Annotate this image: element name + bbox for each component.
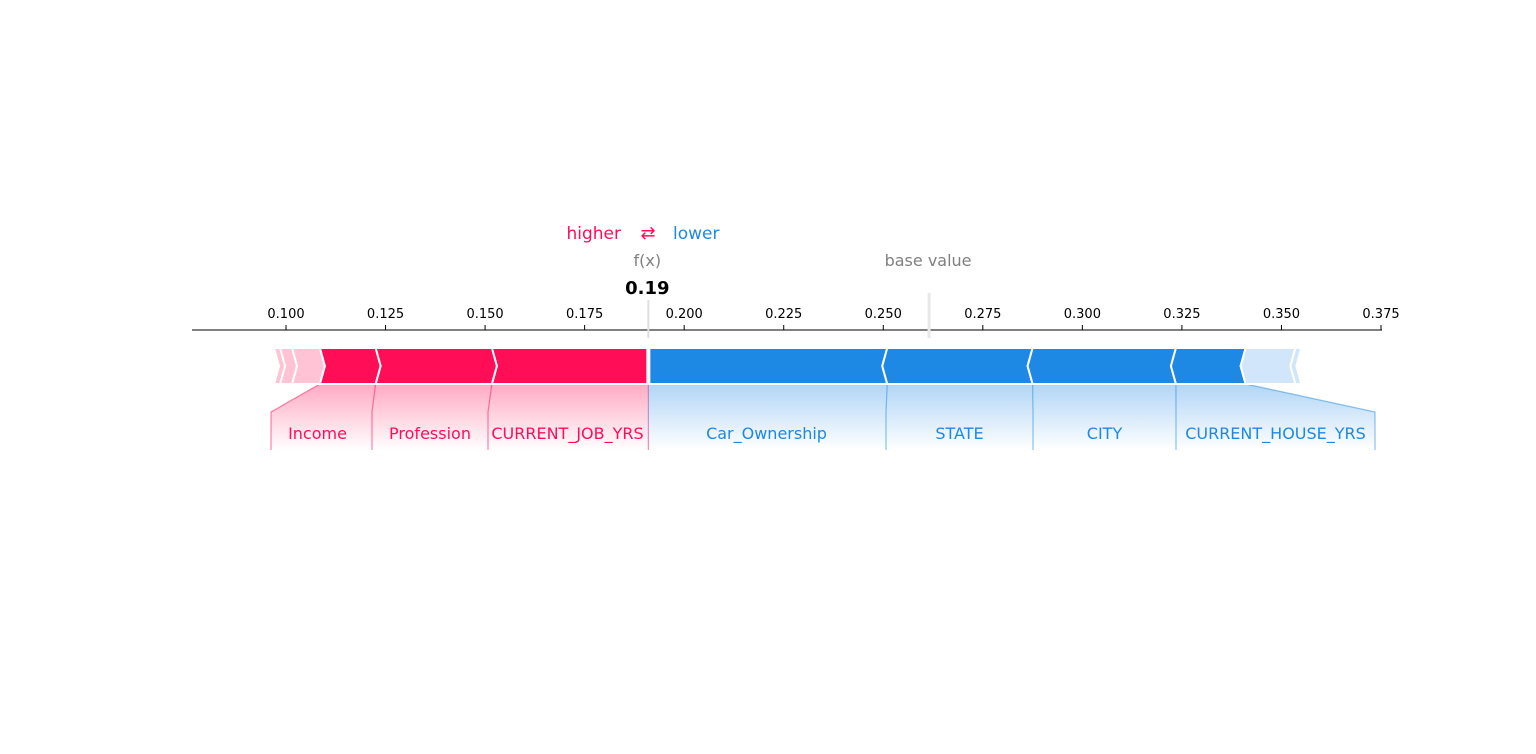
negative-bar-segment: [648, 347, 889, 385]
x-tick-label: 0.125: [367, 307, 404, 322]
negative-feature-label: CURRENT_HOUSE_YRS: [1185, 424, 1366, 444]
output-label: f(x): [634, 251, 662, 270]
negative-bar-segment: [1239, 347, 1297, 385]
negative-bar-segment: [1169, 347, 1247, 385]
negative-label-fill: [1175, 384, 1375, 450]
x-tick-label: 0.175: [566, 307, 603, 322]
x-axis-ticks: 0.100 0.125 0.150 0.175 0.200 0.225 0.250 0.275…: [267, 307, 1400, 330]
x-tick-label: 0.275: [964, 307, 1001, 322]
legend-higher: higher: [566, 224, 621, 244]
negative-label-connector: [1245, 383, 1376, 450]
positive-feature-label: Profession: [389, 424, 471, 443]
positive-feature-label: Income: [288, 424, 347, 443]
x-tick-label: 0.200: [666, 307, 703, 322]
legend-arrow-icon: ⇄: [640, 223, 655, 244]
x-tick-label: 0.250: [865, 307, 902, 322]
x-tick-label: 0.375: [1362, 307, 1399, 322]
positive-label-fill: [488, 384, 649, 450]
positive-bar-segment: [374, 347, 498, 385]
negative-label-fill: [1032, 384, 1176, 450]
positive-label-fill: [372, 384, 492, 450]
positive-label-connector: [270, 383, 321, 450]
negative-bar-segment: [1026, 347, 1178, 385]
x-tick-label: 0.150: [466, 307, 503, 322]
positive-label-fill: [271, 384, 376, 450]
negative-bar-segment: [881, 347, 1034, 385]
x-tick-label: 0.325: [1163, 307, 1200, 322]
feature-labels: CURRENT_JOB_YRS Profession Income Car_Owner…: [288, 424, 1366, 444]
negative-feature-label: STATE: [935, 424, 983, 443]
x-tick-label: 0.350: [1263, 307, 1300, 322]
positive-bar-segment: [318, 347, 382, 385]
x-tick-label: 0.300: [1064, 307, 1101, 322]
feature-fills: [270, 383, 1376, 450]
legend-lower: lower: [673, 224, 719, 244]
output-value: 0.19: [625, 278, 669, 299]
negative-feature-label: Car_Ownership: [706, 424, 827, 444]
negative-label-fill: [886, 384, 1033, 450]
base-value-label: base value: [885, 251, 972, 270]
x-tick-label: 0.225: [765, 307, 802, 322]
negative-feature-label: CITY: [1087, 424, 1123, 443]
negative-bar-segment: [1289, 347, 1303, 385]
positive-bar-segment: [490, 347, 649, 385]
negative-label-fill: [647, 384, 888, 450]
positive-bar-segment: [272, 347, 287, 385]
force-bars: [272, 347, 1303, 385]
x-tick-label: 0.100: [267, 307, 304, 322]
positive-feature-label: CURRENT_JOB_YRS: [491, 424, 643, 444]
